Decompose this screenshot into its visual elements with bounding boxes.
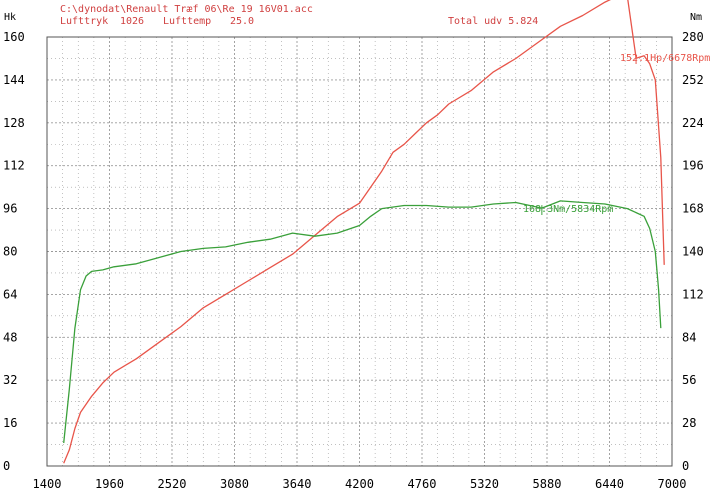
x-tick-label: 5880 xyxy=(533,477,562,491)
x-tick-label: 6440 xyxy=(595,477,624,491)
peak-torque-label: 168.3Nm/5834Rpm xyxy=(523,204,613,215)
x-tick-label: 3640 xyxy=(283,477,312,491)
right-tick-label: 28 xyxy=(682,416,696,430)
x-tick-label: 7000 xyxy=(658,477,687,491)
left-tick-label: 128 xyxy=(3,116,25,130)
pressure-label: Lufttryk xyxy=(60,16,108,27)
left-axis-unit: Hk xyxy=(4,12,16,23)
right-tick-label: 84 xyxy=(682,330,696,344)
x-tick-label: 5320 xyxy=(470,477,499,491)
left-tick-label: 96 xyxy=(3,202,17,216)
total-label: Total udv 5.824 xyxy=(448,16,538,27)
x-tick-label: 3080 xyxy=(220,477,249,491)
x-tick-label: 1960 xyxy=(95,477,124,491)
x-tick-label: 4760 xyxy=(408,477,437,491)
x-tick-label: 4200 xyxy=(345,477,374,491)
header: C:\dynodat\Renault Træf 06\Re 19 16V01.a… xyxy=(60,4,538,27)
right-tick-label: 196 xyxy=(682,159,704,173)
right-tick-label: 0 xyxy=(682,459,689,473)
left-tick-label: 0 xyxy=(3,459,10,473)
pressure-value: 1026 xyxy=(120,16,144,27)
right-axis-unit: Nm xyxy=(690,12,702,23)
right-tick-label: 224 xyxy=(682,116,704,130)
left-tick-label: 160 xyxy=(3,30,25,44)
x-tick-label: 2520 xyxy=(158,477,187,491)
series-group xyxy=(63,0,665,464)
left-tick-label: 32 xyxy=(3,373,17,387)
right-tick-label: 168 xyxy=(682,202,704,216)
left-tick-label: 48 xyxy=(3,330,17,344)
temp-value: 25.0 xyxy=(230,16,254,27)
file-path: C:\dynodat\Renault Træf 06\Re 19 16V01.a… xyxy=(60,4,313,15)
plot-border xyxy=(46,36,673,467)
left-tick-label: 64 xyxy=(3,287,17,301)
left-tick-label: 144 xyxy=(3,73,25,87)
annotations: 152.1Hp/6678Rpm 168.3Nm/5834Rpm xyxy=(523,53,710,215)
right-tick-label: 280 xyxy=(682,30,704,44)
left-tick-label: 16 xyxy=(3,416,17,430)
right-tick-label: 112 xyxy=(682,287,704,301)
left-tick-label: 80 xyxy=(3,245,17,259)
torque-curve-line xyxy=(63,200,662,444)
temp-label: Lufttemp xyxy=(163,16,211,27)
left-tick-label: 112 xyxy=(3,159,25,173)
right-tick-label: 140 xyxy=(682,245,704,259)
x-tick-label: 1400 xyxy=(33,477,62,491)
axes: 1400 1960 2520 3080 3640 4200 4760 5320 5880 6440… xyxy=(3,30,704,491)
grid xyxy=(46,36,673,467)
power-curve-line xyxy=(63,0,665,464)
right-tick-label: 252 xyxy=(682,73,704,87)
peak-power-label: 152.1Hp/6678Rpm xyxy=(620,53,710,64)
right-tick-label: 56 xyxy=(682,373,696,387)
